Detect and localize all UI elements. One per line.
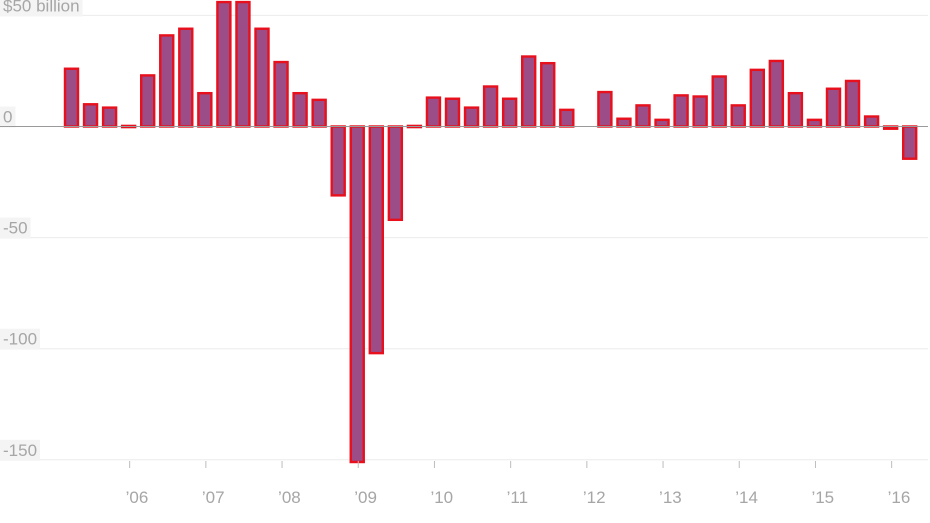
bar [635,104,651,128]
bar [673,94,689,128]
x-tick-label: ’14 [735,488,758,507]
x-tick-label: ’07 [202,488,225,507]
bar [902,125,918,160]
bar [349,125,365,464]
bar [654,118,670,128]
y-tick-label-bg [0,106,16,128]
bar [216,0,232,128]
bar [521,55,537,128]
y-tick-label-bg [0,217,31,239]
y-tick-label: -150 [3,441,37,460]
y-tick-label-bg [0,439,41,461]
bar [711,75,727,128]
x-tick-label: ’10 [430,488,453,507]
bar [444,97,461,128]
bar [616,117,632,128]
bar [540,61,556,128]
bar [787,91,804,128]
bar [692,95,708,128]
x-tick-label: ’06 [126,488,149,507]
x-tick-label: ’13 [659,488,682,507]
x-tick-label: ’11 [507,488,528,507]
y-tick-label-bg [0,0,83,17]
y-tick-label-bg [0,328,41,350]
y-tick-label: -50 [3,219,28,238]
x-axis: ’06 ’07 ’08 ’09 ’10 ’11 ’12 ’13 ’14 ’15 ’16 [126,461,911,507]
bar [159,34,175,128]
bar [463,106,480,128]
bar [482,85,499,128]
bar [254,27,270,128]
bar [597,90,613,128]
bar [387,125,404,222]
bar [330,125,346,197]
bar [63,67,80,128]
bar [101,106,118,128]
bar [425,96,442,128]
bar [863,115,880,128]
bar [844,79,861,128]
bar [368,125,384,355]
y-tick-label: $50 billion [3,0,80,15]
bar [139,74,156,128]
x-tick-label: ’16 [888,488,911,507]
bar [235,0,251,128]
bar [82,103,99,128]
x-tick-label: ’15 [811,488,834,507]
y-tick-label: 0 [3,108,12,127]
bar [806,118,823,128]
bar [768,59,785,128]
y-axis-labels: $50 billion 0 -50 -100 -150 [0,0,83,461]
x-tick-label: ’08 [278,488,301,507]
bar [273,60,289,128]
x-tick-label: ’12 [583,488,606,507]
bar [501,97,518,128]
bar [730,104,746,128]
bar [825,87,842,128]
y-tick-label: -100 [3,330,37,349]
grid-lines [0,14,928,461]
bar [178,27,194,128]
x-tick-label: ’09 [354,488,377,507]
bars [63,0,918,464]
bar [311,98,327,128]
bar [749,68,765,128]
bar [197,91,213,128]
bar [292,91,308,128]
bar [559,108,575,128]
